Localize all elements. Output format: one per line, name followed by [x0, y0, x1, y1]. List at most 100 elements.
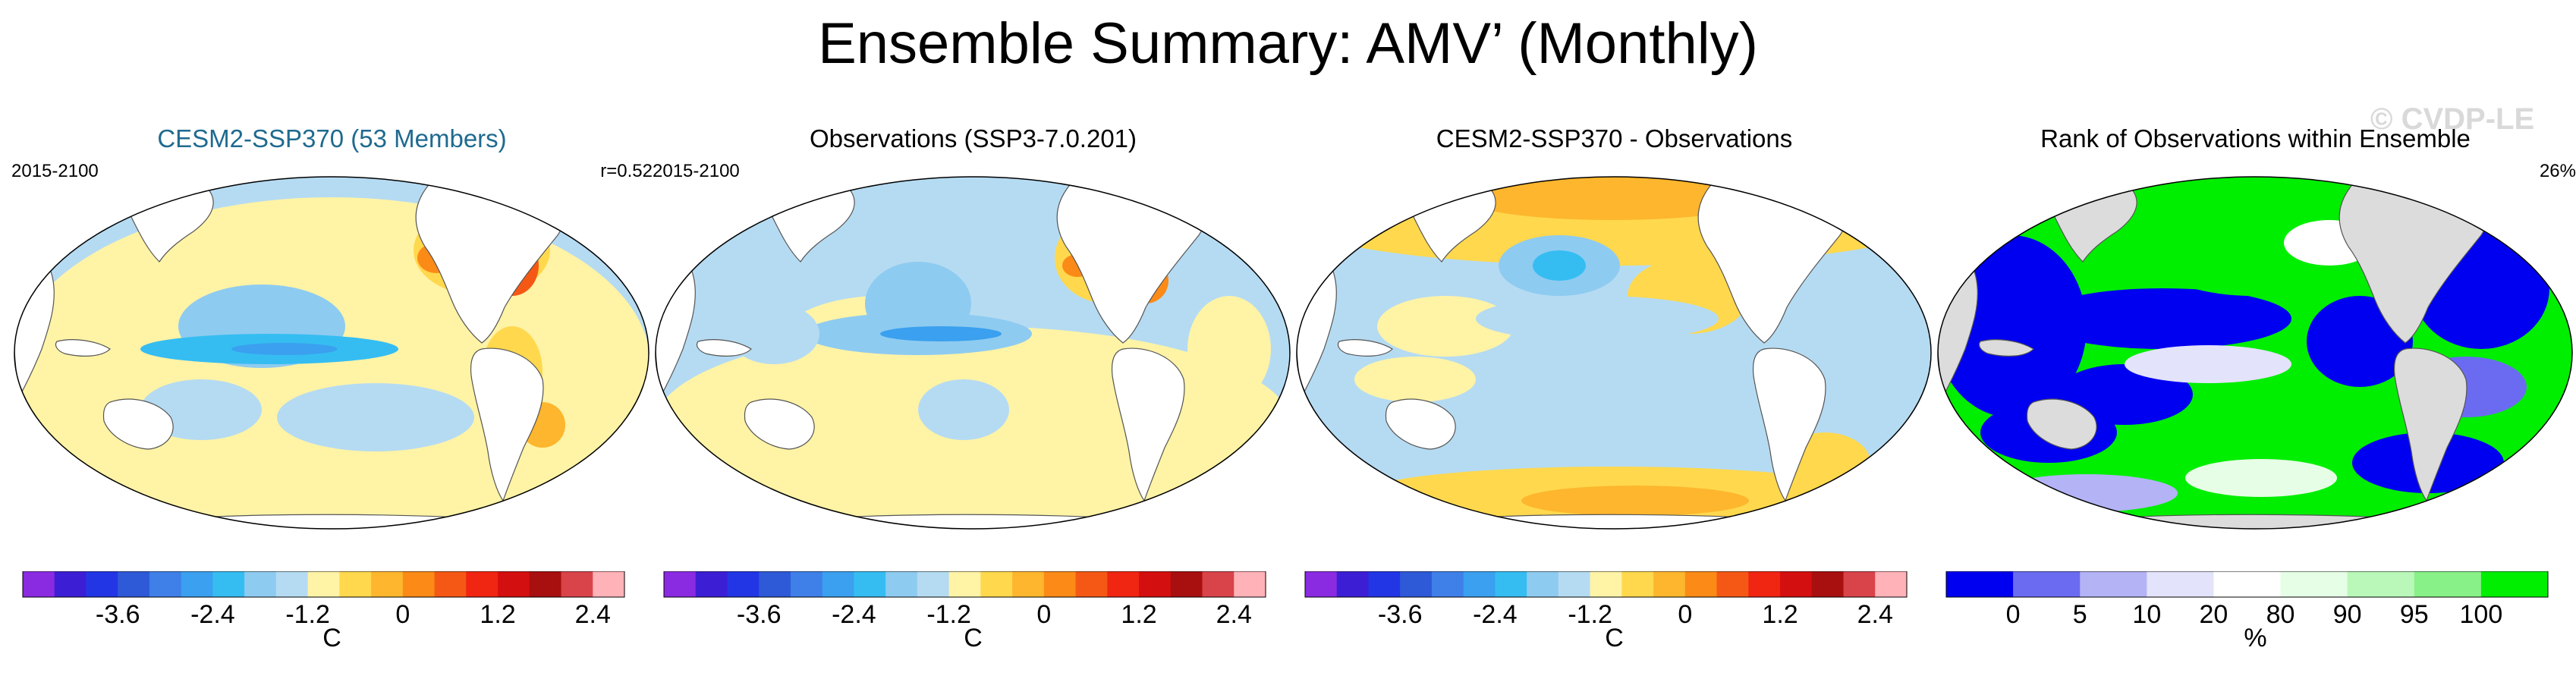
- colorbar-tick-label: 5: [2073, 600, 2087, 629]
- land-antarctica: [773, 514, 1184, 529]
- colorbar-frame: [22, 571, 625, 598]
- colorbar-swatch: [790, 571, 823, 597]
- colorbar-swatch: [2480, 571, 2549, 597]
- colorbar-tick-label: 2.4: [1857, 600, 1893, 629]
- colorbar-swatch: [2213, 571, 2282, 597]
- colorbar-swatch: [529, 571, 562, 597]
- colorbar-swatch: [2347, 571, 2415, 597]
- colorbar-tick-label: -3.6: [1378, 600, 1423, 629]
- colorbar-frame: [663, 571, 1266, 598]
- colorbar-swatch: [1621, 571, 1654, 597]
- land-australia: [744, 398, 815, 450]
- colorbar-tick-label: 80: [2266, 600, 2295, 629]
- land-indonesia: [1337, 339, 1393, 357]
- anomaly-region: [277, 383, 474, 451]
- land-greenland: [1201, 181, 1257, 241]
- colorbar-swatch: [275, 571, 309, 597]
- colorbar-swatch: [1780, 571, 1813, 597]
- colorbar-swatch: [466, 571, 499, 597]
- land-indonesia: [55, 339, 111, 357]
- stat-label: 26%: [2539, 161, 2576, 181]
- map-outline: [655, 176, 1291, 530]
- anomaly-region: [231, 343, 338, 355]
- colorbar-unit: C: [322, 624, 341, 652]
- colorbar-tick-label: -3.6: [96, 600, 140, 629]
- colorbar-swatch: [339, 571, 372, 597]
- land-indonesia: [696, 339, 752, 357]
- colorbar-tick-label: 1.2: [1121, 600, 1156, 629]
- colorbar-swatch: [371, 571, 404, 597]
- colorbar-tick-label: 20: [2200, 600, 2228, 629]
- land-greenland: [1842, 181, 1898, 241]
- colorbar-tick-label: -2.4: [1473, 600, 1518, 629]
- land-australia: [102, 398, 174, 450]
- rank-region: [2033, 288, 2291, 349]
- world-map: [14, 176, 650, 530]
- colorbar-swatch: [1653, 571, 1686, 597]
- colorbar-tick-label: -2.4: [832, 600, 876, 629]
- map-outline: [14, 176, 650, 530]
- colorbar-tick-label: 90: [2333, 600, 2362, 629]
- colorbar-swatch: [1875, 571, 1908, 597]
- land-greenland: [560, 181, 615, 241]
- land-australia: [2026, 398, 2097, 450]
- colorbar: 0 5 10 20 80 90 95 100: [1945, 571, 2549, 629]
- anomaly-region: [880, 326, 1002, 341]
- colorbar-swatch: [2414, 571, 2482, 597]
- colorbar-swatch: [727, 571, 760, 597]
- anomaly-region: [728, 303, 819, 364]
- colorbar-swatch: [181, 571, 213, 597]
- colorbar-swatch: [1811, 571, 1845, 597]
- panel-observations: Observations (SSP3-7.0.201) 2015-2100 -3…: [653, 114, 1294, 675]
- colorbar-tick-label: 10: [2132, 600, 2161, 629]
- anomaly-region: [1461, 177, 1764, 220]
- colorbar-swatch: [1590, 571, 1622, 597]
- colorbar-swatch: [695, 571, 728, 597]
- rank-region: [2185, 459, 2337, 497]
- land-australia: [1385, 398, 1456, 450]
- panel-difference: CESM2-SSP370 - Observations -3.6 -2.4 -1.2…: [1294, 114, 1935, 675]
- land-antarctica: [132, 514, 543, 529]
- rank-region: [2125, 345, 2291, 383]
- colorbar-swatch: [1684, 571, 1718, 597]
- colorbar-swatch: [23, 571, 55, 597]
- colorbar-tick-label: 0: [1678, 600, 1692, 629]
- panel-rank: Rank of Observations within Ensemble 26%…: [1935, 114, 2576, 675]
- colorbar-tick-label: -1.2: [926, 600, 971, 629]
- colorbar-frame: [1304, 571, 1908, 598]
- colorbar-swatch: [1527, 571, 1559, 597]
- colorbar-swatch: [1400, 571, 1433, 597]
- colorbar-swatch: [980, 571, 1013, 597]
- panel-cesm2-ssp370: CESM2-SSP370 (53 Members) 2015-2100 r=0.…: [11, 114, 653, 675]
- colorbar-swatch: [1336, 571, 1369, 597]
- colorbar-tick-label: 2.4: [575, 600, 611, 629]
- colorbar-unit: %: [2244, 624, 2267, 652]
- colorbar-unit: C: [964, 624, 983, 652]
- world-map: [1296, 176, 1932, 530]
- colorbar-swatch: [2147, 571, 2214, 597]
- colorbar: -3.6-2.4-1.201.22.43.6: [1304, 571, 1908, 629]
- colorbar-swatch: [948, 571, 981, 597]
- colorbar-swatch: [885, 571, 918, 597]
- colorbar-swatch: [1463, 571, 1496, 597]
- colorbar-swatch: [1431, 571, 1464, 597]
- colorbar-swatch: [1946, 571, 2014, 597]
- colorbar-swatch: [1558, 571, 1591, 597]
- colorbar-tick-label: 0: [395, 600, 410, 629]
- colorbar-tick-label: 95: [2400, 600, 2429, 629]
- map-outline: [1937, 176, 2573, 530]
- colorbar-tick-label: 2.4: [1216, 600, 1252, 629]
- land-indonesia: [1978, 339, 2034, 357]
- panel-title: CESM2-SSP370 (53 Members): [157, 124, 507, 152]
- colorbar-swatch: [822, 571, 854, 597]
- colorbar-swatch: [149, 571, 182, 597]
- colorbar-swatch: [1139, 571, 1172, 597]
- colorbar-swatch: [593, 571, 625, 597]
- colorbar-tick-label: -3.6: [737, 600, 782, 629]
- colorbar-swatch: [2013, 571, 2081, 597]
- anomaly-region: [1476, 296, 1719, 341]
- colorbar-swatch: [2280, 571, 2348, 597]
- colorbar-swatch: [54, 571, 86, 597]
- colorbar: -3.6-2.4-1.201.22.43.6: [22, 571, 625, 629]
- panel-title: CESM2-SSP370 - Observations: [1436, 124, 1793, 152]
